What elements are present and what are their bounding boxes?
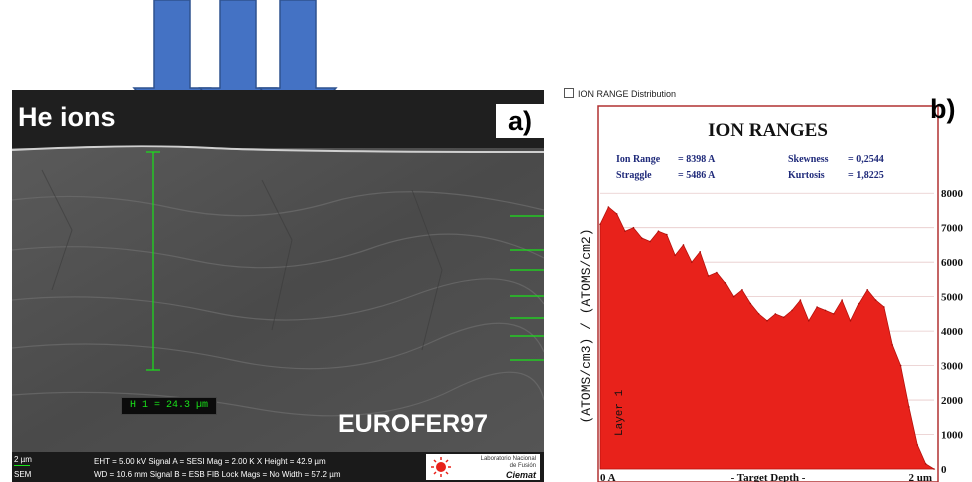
sem-micrograph-image bbox=[12, 90, 544, 452]
y-tick-label: 8000 bbox=[941, 188, 964, 200]
data-point bbox=[749, 302, 752, 305]
y-tick-label: 7000 bbox=[941, 223, 964, 235]
he-ions-label: He ions bbox=[18, 102, 116, 132]
data-point bbox=[924, 463, 927, 465]
sem-micrograph-panel: He ions a) H 1 = 24.3 µm EUROFER97 2 µm … bbox=[12, 90, 544, 482]
data-point bbox=[691, 261, 693, 263]
data-point bbox=[791, 309, 793, 312]
data-point bbox=[849, 319, 852, 322]
kurtosis-label: Kurtosis bbox=[788, 170, 825, 181]
data-point bbox=[724, 282, 727, 284]
ion-range-chart: ION RANGES Ion Range = 8398 A Straggle =… bbox=[579, 105, 964, 482]
thickness-measurement-label: H 1 = 24.3 µm bbox=[121, 397, 217, 415]
panel-a-label: a) bbox=[496, 104, 544, 138]
y-tick-label: 2000 bbox=[941, 395, 964, 407]
layer-label: Layer 1 bbox=[614, 389, 626, 436]
data-point bbox=[874, 299, 877, 301]
data-point bbox=[782, 316, 785, 319]
data-point bbox=[916, 444, 919, 446]
straggle-value: = 5486 A bbox=[678, 170, 716, 181]
data-point bbox=[841, 299, 843, 301]
data-point bbox=[866, 288, 868, 291]
x-axis-label: - Target Depth - bbox=[731, 472, 806, 482]
y-tick-label: 5000 bbox=[941, 292, 964, 304]
y-tick-label: 6000 bbox=[941, 257, 964, 269]
y-tick-label: 0 bbox=[941, 464, 947, 476]
data-point bbox=[899, 364, 902, 367]
data-point bbox=[632, 226, 635, 229]
window-icon bbox=[564, 88, 574, 98]
skewness-label: Skewness bbox=[788, 154, 829, 165]
data-point bbox=[741, 288, 743, 291]
data-point bbox=[624, 230, 626, 232]
y-axis-label: (ATOMS/cm3) / (ATOMS/cm2) bbox=[579, 228, 594, 423]
ion-range-label: Ion Range bbox=[616, 154, 661, 165]
data-point bbox=[640, 237, 643, 239]
logo-caption: Laboratorio Nacional de Fusión bbox=[456, 456, 536, 470]
data-point bbox=[908, 406, 910, 408]
data-point bbox=[674, 254, 676, 257]
data-point bbox=[858, 302, 860, 305]
sem-parameters-row-1: EHT = 5.00 kV Signal A = SESI Mag = 2.00… bbox=[94, 457, 326, 466]
panel-b-label: b) bbox=[930, 94, 956, 124]
ciemat-logo: Laboratorio Nacional de Fusión Ciemat bbox=[426, 454, 540, 480]
skewness-value: = 0,2544 bbox=[848, 154, 884, 165]
data-point bbox=[833, 313, 835, 315]
kurtosis-value: = 1,8225 bbox=[848, 170, 884, 181]
detector-mode-label: SEM bbox=[14, 470, 32, 479]
data-point bbox=[933, 468, 935, 470]
chart-series bbox=[599, 206, 936, 470]
data-point bbox=[883, 306, 885, 308]
sem-parameters-row-2: WD = 10.6 mm Signal B = ESB FIB Lock Mag… bbox=[94, 470, 341, 479]
window-title-bar: ION RANGE Distribution bbox=[560, 86, 972, 102]
window-title: ION RANGE Distribution bbox=[578, 89, 677, 99]
x-tick-label: 2 um bbox=[908, 472, 932, 482]
data-point bbox=[599, 223, 601, 226]
y-tick-label: 1000 bbox=[941, 430, 964, 442]
data-point bbox=[682, 244, 685, 246]
logo-caption-line-1: Laboratorio Nacional bbox=[480, 456, 536, 462]
data-point bbox=[649, 240, 651, 243]
data-point bbox=[774, 313, 777, 315]
chart-title: ION RANGES bbox=[708, 120, 828, 141]
data-point bbox=[891, 344, 894, 346]
data-point bbox=[666, 233, 668, 236]
data-point bbox=[757, 313, 760, 315]
material-label: EUROFER97 bbox=[338, 410, 489, 438]
logo-brand: Ciemat bbox=[505, 470, 536, 480]
data-point bbox=[824, 309, 827, 312]
data-point bbox=[607, 206, 610, 208]
y-tick-label: 3000 bbox=[941, 361, 964, 373]
data-point bbox=[716, 271, 718, 274]
data-point bbox=[732, 295, 735, 298]
y-tick-label: 4000 bbox=[941, 326, 964, 338]
sun-logo-icon bbox=[431, 457, 451, 477]
data-point bbox=[699, 251, 701, 253]
data-point bbox=[657, 230, 660, 232]
data-point bbox=[766, 319, 768, 322]
scale-bar bbox=[14, 465, 30, 466]
ion-range-panel: ION RANGE Distribution ION RANGES Ion Ra… bbox=[560, 84, 972, 482]
data-point bbox=[707, 275, 710, 277]
data-point bbox=[816, 306, 818, 308]
sem-data-bar: 2 µm SEM EHT = 5.00 kV Signal A = SESI M… bbox=[12, 452, 544, 482]
ion-range-value: = 8398 A bbox=[678, 154, 716, 165]
data-point bbox=[615, 213, 618, 215]
scale-bar-label: 2 µm bbox=[14, 455, 32, 464]
y-axis-ticks: 0 1000 2000 3000 4000 5000 6000 7000 8000 bbox=[941, 188, 964, 476]
x-tick-label: 0 A bbox=[600, 472, 616, 482]
data-point bbox=[807, 319, 810, 322]
straggle-label: Straggle bbox=[616, 170, 652, 181]
data-point bbox=[799, 299, 802, 301]
logo-caption-line-2: de Fusión bbox=[509, 463, 536, 469]
